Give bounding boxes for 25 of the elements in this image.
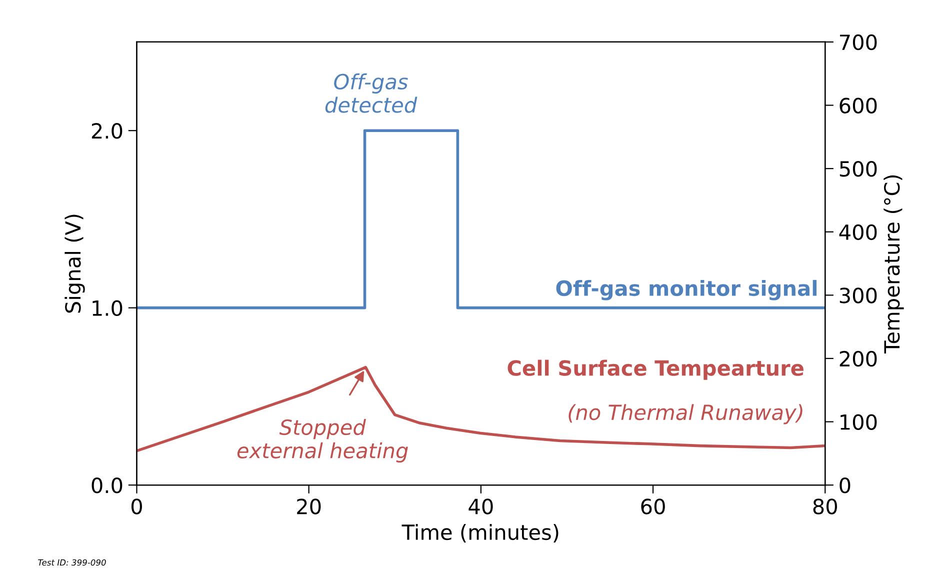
annotation: Stopped external heating <box>237 419 408 462</box>
y-tick-label: 2.0 <box>92 123 122 139</box>
x-tick-label: 0 <box>131 498 142 514</box>
y2-tick-label: 400 <box>839 224 877 240</box>
y2-tick-label: 700 <box>840 34 877 50</box>
y-axis-title: Signal (V) <box>64 214 85 313</box>
text: Test ID: 399-090 <box>38 559 106 566</box>
y2-axis-title: Temperature (°C) <box>884 175 904 354</box>
y2-tick-label: 600 <box>840 98 877 114</box>
series-label: Off-gas monitor signal <box>556 280 816 300</box>
annotation: Off-gas detected <box>325 73 418 113</box>
x-tick-label: 20 <box>297 498 321 514</box>
x-tick-label: 40 <box>468 498 493 514</box>
y-tick-label: 1.0 <box>92 300 122 316</box>
x-tick-label: 60 <box>641 498 665 514</box>
y-tick-label: 0.0 <box>92 478 122 494</box>
y2-tick-label: 500 <box>840 161 877 177</box>
y2-tick-label: 200 <box>840 350 877 367</box>
y2-tick-label: 0 <box>840 478 850 494</box>
x-tick-label: 80 <box>813 498 837 514</box>
annotation: (no Thermal Runaway) <box>568 404 802 424</box>
y2-tick-label: 100 <box>840 414 877 430</box>
y2-tick-label: 300 <box>840 288 877 304</box>
text: Cell Surface Tempearture <box>508 360 804 380</box>
x-axis-title: Time (minutes) <box>402 524 558 543</box>
